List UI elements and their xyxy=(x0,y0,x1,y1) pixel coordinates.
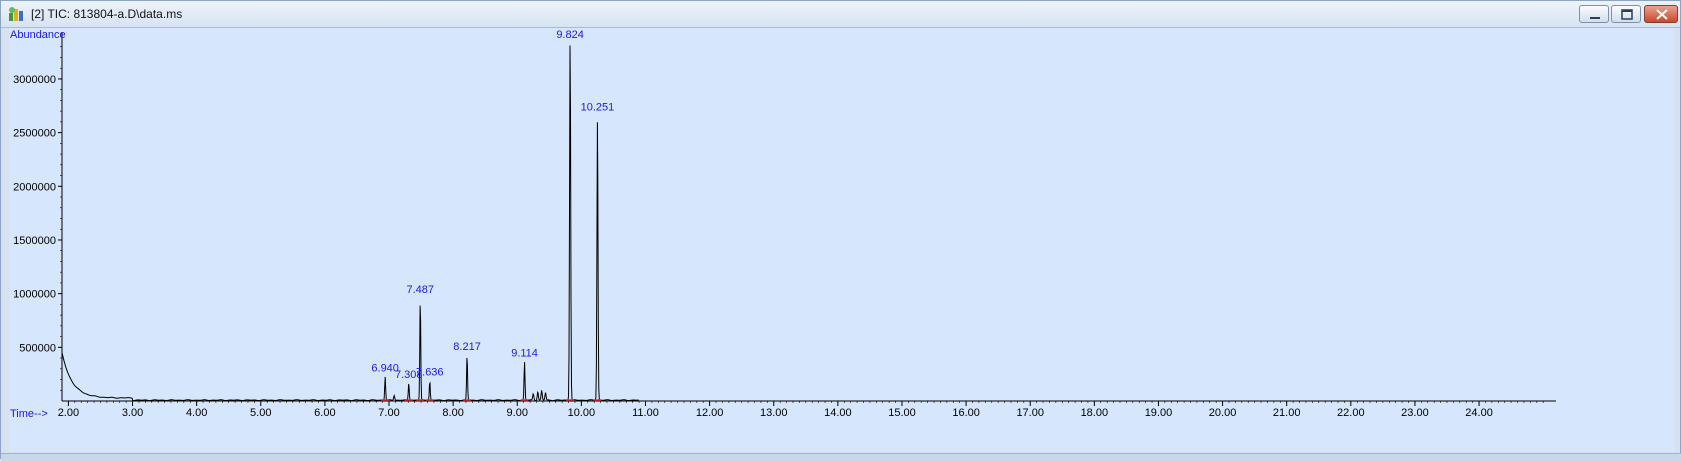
y-axis-label: Abundance xyxy=(10,29,66,41)
x-tick-label-1: 3.00 xyxy=(122,407,143,419)
window-title: [2] TIC: 813804-a.D\data.ms xyxy=(31,7,183,21)
y-tick-label-3: 2000000 xyxy=(13,181,56,193)
peak-label-5: 9.114 xyxy=(511,347,538,359)
chromatogram-plot[interactable]: 2.00 3.00 4.00 5.00 6.00 7.00 8.00 9.00 10.00 11.… xyxy=(9,28,1674,452)
x-tick-label-7: 9.00 xyxy=(507,407,528,419)
y-tick-label-0: 500000 xyxy=(19,342,56,354)
peak-label-4: 8.217 xyxy=(453,341,481,353)
axes xyxy=(61,32,1556,402)
peak-label-3: 7.636 xyxy=(416,367,444,379)
peak-label-7: 10.251 xyxy=(581,102,615,114)
x-tick-label-0: 2.00 xyxy=(58,407,79,419)
x-tick-label-11: 13.00 xyxy=(760,407,788,419)
x-axis-label: Time--> xyxy=(10,408,48,420)
x-tick-label-12: 14.00 xyxy=(824,407,852,419)
tick-group: 2.00 3.00 4.00 5.00 6.00 7.00 8.00 9.00 10.00 11.… xyxy=(13,46,1544,419)
peak-label-0: 6.940 xyxy=(371,362,399,374)
peak-label-6: 9.824 xyxy=(556,29,584,41)
x-tick-label-15: 17.00 xyxy=(1016,407,1044,419)
x-tick-label-19: 21.00 xyxy=(1273,407,1301,419)
maximize-button[interactable] xyxy=(1611,5,1641,23)
x-tick-label-4: 6.00 xyxy=(314,407,335,419)
x-tick-label-16: 18.00 xyxy=(1081,407,1109,419)
minimize-button[interactable] xyxy=(1579,5,1609,23)
close-button[interactable] xyxy=(1644,5,1678,23)
y-tick-label-2: 1500000 xyxy=(13,235,56,247)
chemstation-icon xyxy=(8,6,25,22)
x-tick-label-5: 7.00 xyxy=(378,407,399,419)
title-bar[interactable]: [2] TIC: 813804-a.D\data.ms xyxy=(1,1,1680,28)
x-tick-label-9: 11.00 xyxy=(632,407,659,419)
x-tick-label-2: 4.00 xyxy=(186,407,207,419)
x-tick-label-20: 22.00 xyxy=(1337,407,1365,419)
x-tick-label-8: 10.00 xyxy=(568,407,596,419)
x-tick-label-10: 12.00 xyxy=(696,407,724,419)
x-tick-label-18: 20.00 xyxy=(1209,407,1237,419)
x-tick-label-21: 23.00 xyxy=(1401,407,1429,419)
x-tick-label-13: 15.00 xyxy=(888,407,916,419)
bottom-border xyxy=(1,453,1681,461)
maximize-icon xyxy=(1621,9,1633,20)
x-tick-label-14: 16.00 xyxy=(952,407,980,419)
y-tick-label-5: 3000000 xyxy=(13,74,56,86)
minimize-icon xyxy=(1590,17,1600,19)
tic-trace-group xyxy=(61,45,639,402)
x-tick-label-17: 19.00 xyxy=(1145,407,1173,419)
y-tick-label-1: 1000000 xyxy=(13,289,56,301)
chromatogram-chart: 2.00 3.00 4.00 5.00 6.00 7.00 8.00 9.00 10.00 11.… xyxy=(10,29,1556,420)
close-icon xyxy=(1656,9,1668,20)
y-tick-label-4: 2500000 xyxy=(13,128,56,140)
peak-label-1: 7.308 xyxy=(395,369,423,381)
x-tick-label-22: 24.00 xyxy=(1465,407,1493,419)
peak-label-2: 7.487 xyxy=(406,284,434,296)
x-tick-label-6: 8.00 xyxy=(442,407,463,419)
x-tick-label-3: 5.00 xyxy=(250,407,271,419)
tic-trace xyxy=(61,45,639,402)
